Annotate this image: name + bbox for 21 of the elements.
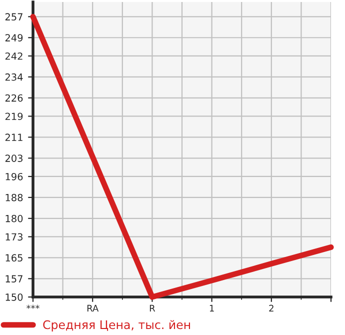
x-tick-label: *** — [26, 304, 40, 309]
y-tick-label: 196 — [6, 172, 23, 180]
x-tick-label: 2 — [269, 304, 274, 312]
y-tick-label: 150 — [6, 293, 23, 301]
y-tick-label: 188 — [6, 194, 23, 202]
y-tick-label: 211 — [5, 134, 22, 141]
y-tick-label: 249 — [5, 34, 23, 42]
x-tick-label: RA — [87, 304, 99, 312]
x-tick-label: R — [150, 304, 156, 312]
x-tick-label: 1 — [210, 304, 214, 312]
y-tick-label: 226 — [5, 94, 23, 102]
y-tick-label: 173 — [6, 233, 22, 241]
y-tick-label: 242 — [5, 52, 22, 60]
y-tick-label: 165 — [6, 254, 22, 262]
y-tick-label: 157 — [6, 275, 22, 282]
y-tick-label: 203 — [5, 154, 22, 162]
y-tick-label: 180 — [6, 214, 23, 222]
y-tick-label: 257 — [5, 13, 22, 21]
y-tick-label: 234 — [5, 73, 23, 81]
legend-label: Средняя Цена, тыс. йен — [43, 320, 190, 332]
y-tick-label: 219 — [5, 112, 23, 120]
